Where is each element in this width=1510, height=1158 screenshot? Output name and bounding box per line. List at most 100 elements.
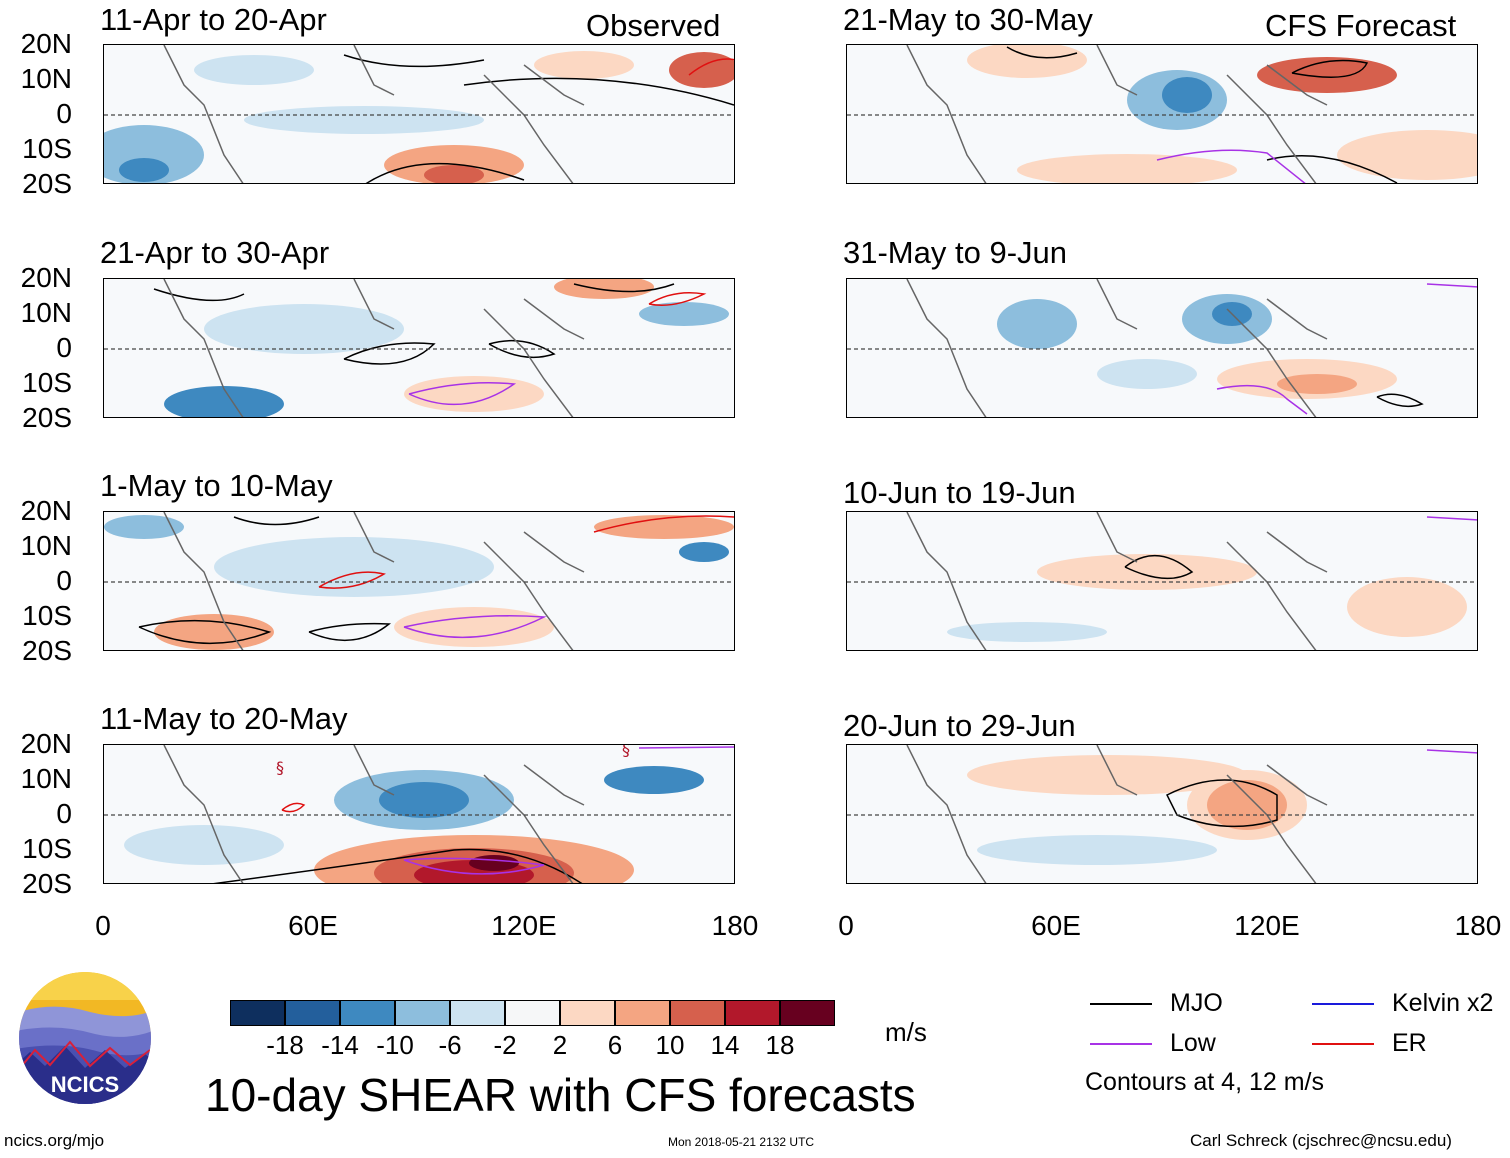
shear-map-4: § §: [104, 745, 734, 883]
panel-title: 11-Apr to 20-Apr: [100, 2, 327, 37]
colorbar-swatch: [725, 1000, 780, 1026]
colorbar-label: -2: [493, 1030, 517, 1060]
mjo-contour: [213, 848, 583, 883]
shear-anomaly: [204, 304, 404, 354]
shear-map-2: [104, 279, 734, 417]
legend-er-line: [1312, 1043, 1374, 1045]
map-panel-5: [846, 44, 1478, 184]
colorbar-swatch: [560, 1000, 615, 1026]
cyclone-marker: §: [276, 758, 284, 777]
shear-anomaly: [997, 299, 1077, 349]
er-contour: [648, 292, 707, 306]
mjo-contour: [343, 342, 436, 365]
er-contour: [318, 571, 386, 589]
legend-mjo-line: [1090, 1003, 1152, 1005]
y-tick-label: 20N: [20, 262, 72, 293]
shear-map-6: [847, 279, 1477, 417]
mjo-contour: [308, 622, 392, 642]
mjo-contour: [138, 619, 272, 645]
low-contour: [1156, 149, 1306, 183]
mjo-contour: [1006, 46, 1078, 59]
shear-map-1: [104, 45, 734, 183]
panel-corner-label: Observed: [586, 8, 721, 43]
shear-anomaly: [124, 825, 284, 865]
er-contour: [593, 515, 734, 533]
shear-anomaly: [469, 855, 519, 871]
mjo-contour: [463, 77, 734, 106]
map-panel-7: [846, 511, 1478, 651]
low-contour: [1216, 384, 1308, 415]
colorbar-label: 6: [607, 1030, 623, 1060]
shear-anomaly: [104, 515, 184, 539]
panel-title: 31-May to 9-Jun: [843, 235, 1067, 270]
panel-title: 21-Apr to 30-Apr: [100, 235, 330, 270]
colorbar-swatch: [670, 1000, 725, 1026]
y-tick-label: 10S: [22, 833, 72, 864]
shear-anomaly: [404, 376, 544, 412]
shear-anomaly: [1277, 374, 1357, 394]
shear-anomaly: [379, 782, 469, 818]
legend-kelvin-line: [1312, 1003, 1374, 1005]
x-tick-label: 120E: [491, 910, 557, 941]
main-title: 10-day SHEAR with CFS forecasts: [205, 1069, 916, 1121]
panel-title: 21-May to 30-May: [843, 2, 1093, 37]
panel-title: 11-May to 20-May: [100, 701, 348, 736]
shear-map-7: [847, 512, 1477, 650]
shear-anomaly: [394, 607, 554, 647]
y-tick-label: 0: [56, 98, 72, 129]
map-panel-8: [846, 744, 1478, 884]
shear-anomaly: [639, 302, 729, 326]
panel-title: 20-Jun to 29-Jun: [843, 708, 1076, 743]
shear-anomaly: [669, 52, 734, 88]
x-tick-label: 0: [95, 910, 111, 941]
shear-anomaly: [154, 614, 274, 650]
mjo-contour: [488, 339, 556, 359]
x-tick-label: 180: [711, 910, 759, 941]
shear-anomaly: [424, 165, 484, 183]
coastline: [906, 45, 1328, 183]
y-tick-label: 10N: [20, 297, 72, 328]
mjo-contour: [1124, 554, 1194, 580]
shear-anomaly: [1207, 780, 1287, 830]
cyclone-marker: §: [622, 745, 630, 759]
x-tick-label: 60E: [1031, 910, 1081, 941]
ncics-logo: NCICS: [19, 972, 151, 1104]
coastline: [906, 279, 1328, 417]
map-panel-1: [103, 44, 735, 184]
legend-low-line: [1090, 1043, 1152, 1045]
panel-corner-label: CFS Forecast: [1265, 8, 1457, 43]
colorbar-label: -18: [266, 1030, 304, 1060]
colorbar-swatch: [505, 1000, 560, 1026]
mjo-contour: [1376, 393, 1424, 408]
x-tick-label: 180: [1454, 910, 1502, 941]
shear-anomaly: [164, 386, 284, 417]
map-panel-6: [846, 278, 1478, 418]
logo-text: NCICS: [51, 1072, 119, 1097]
y-tick-label: 0: [56, 332, 72, 363]
map-panel-3: [103, 511, 735, 651]
low-contour: [1426, 749, 1477, 754]
shear-anomaly: [977, 835, 1217, 865]
y-tick-label: 10S: [22, 367, 72, 398]
map-panel-2: [103, 278, 735, 418]
shear-anomaly: [679, 542, 729, 562]
low-contour: [403, 857, 545, 875]
low-contour: [1426, 283, 1477, 288]
timestamp: Mon 2018-05-21 2132 UTC: [668, 1135, 815, 1149]
mjo-contour: [343, 54, 485, 68]
shear-anomaly: [1337, 130, 1477, 180]
mjo-contour: [365, 163, 525, 183]
y-tick-label: 20S: [22, 168, 72, 199]
mjo-contour: [1165, 779, 1278, 828]
y-tick-label: 0: [56, 565, 72, 596]
shear-anomaly: [554, 279, 654, 299]
colorbar-swatch: [340, 1000, 395, 1026]
colorbar-swatch: [450, 1000, 505, 1026]
er-contour: [281, 802, 306, 813]
mjo-contour: [233, 516, 320, 526]
y-tick-label: 10N: [20, 763, 72, 794]
shear-anomaly: [534, 51, 634, 79]
panel-title: 10-Jun to 19-Jun: [843, 475, 1076, 510]
colorbar-label: -10: [376, 1030, 414, 1060]
legend-er-label: ER: [1392, 1029, 1427, 1057]
